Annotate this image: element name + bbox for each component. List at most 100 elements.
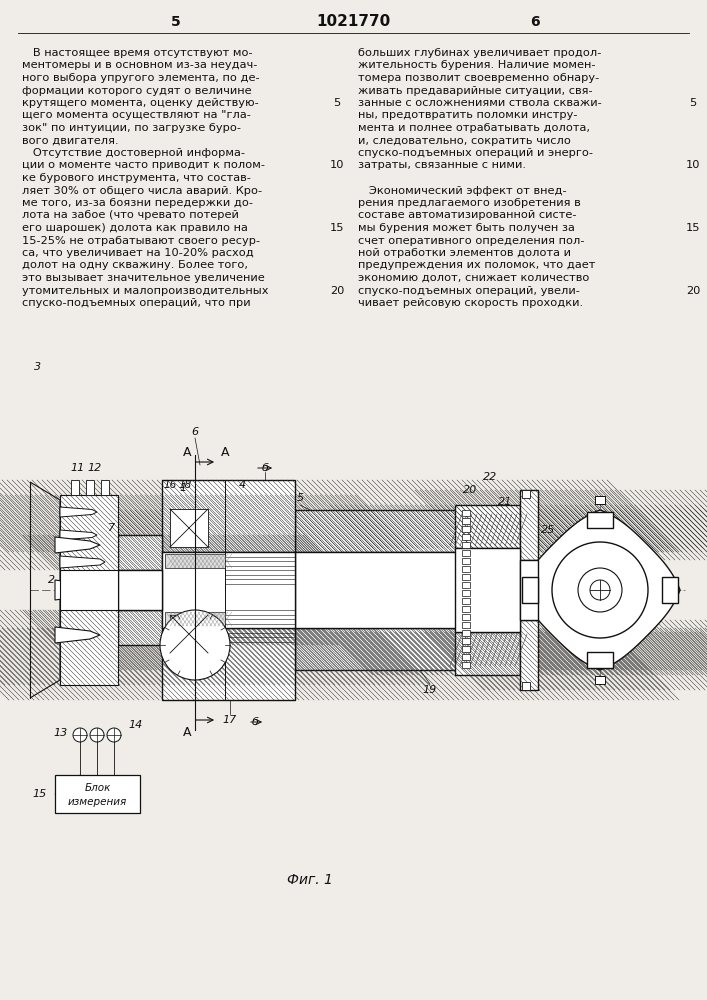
Bar [462, 558, 470, 564]
Text: мы бурения может быть получен за: мы бурения может быть получен за [358, 223, 575, 233]
Bar [170, 615, 208, 653]
Bar [55, 775, 140, 813]
Text: 2: 2 [49, 575, 56, 585]
Circle shape [578, 568, 622, 612]
Bar [460, 632, 530, 668]
Text: 15: 15 [33, 789, 47, 799]
Polygon shape [60, 530, 97, 540]
Bar [118, 535, 162, 570]
Text: 5: 5 [334, 98, 341, 108]
Bar [520, 560, 538, 620]
Text: крутящего момента, оценку действую-: крутящего момента, оценку действую- [22, 98, 259, 108]
Text: ментомеры и в основном из-за неудач-: ментомеры и в основном из-за неудач- [22, 60, 257, 70]
Text: лота на забое (что чревато потерей: лота на забое (что чревато потерей [22, 211, 239, 221]
Text: зок" по интуиции, по загрузке буро-: зок" по интуиции, по загрузке буро- [22, 123, 241, 133]
Text: щего момента осуществляют на "гла-: щего момента осуществляют на "гла- [22, 110, 251, 120]
Bar [462, 518, 470, 524]
Text: 5: 5 [296, 493, 303, 503]
Text: измерения: измерения [68, 797, 127, 807]
Text: рения предлагаемого изобретения в: рения предлагаемого изобретения в [358, 198, 580, 208]
Polygon shape [520, 510, 680, 670]
Text: чивает рейсовую скорость проходки.: чивает рейсовую скорость проходки. [358, 298, 583, 308]
Bar [587, 512, 613, 528]
Polygon shape [55, 537, 100, 553]
Polygon shape [55, 627, 100, 643]
Text: 10: 10 [329, 160, 344, 170]
Bar [662, 577, 679, 603]
Text: 15-25% не отрабатывают своего ресур-: 15-25% не отрабатывают своего ресур- [22, 235, 260, 245]
Bar [60, 495, 118, 685]
Bar [86, 480, 94, 495]
Polygon shape [60, 556, 105, 568]
Text: 23: 23 [556, 540, 570, 550]
Bar [462, 534, 470, 540]
Circle shape [107, 728, 121, 742]
Bar [295, 628, 462, 670]
Circle shape [552, 542, 648, 638]
Text: 11: 11 [71, 463, 85, 473]
Text: ной отработки элементов долота и: ной отработки элементов долота и [358, 248, 571, 258]
Text: 21: 21 [498, 497, 512, 507]
Text: живать предаварийные ситуации, свя-: живать предаварийные ситуации, свя- [358, 86, 592, 96]
Text: 10: 10 [686, 160, 700, 170]
Text: 20: 20 [463, 485, 477, 495]
Text: ного выбора упругого элемента, по де-: ного выбора упругого элемента, по де- [22, 73, 259, 83]
Text: формации которого судят о величине: формации которого судят о величине [22, 86, 252, 96]
Bar [455, 505, 520, 548]
Text: предупреждения их поломок, что дает: предупреждения их поломок, что дает [358, 260, 595, 270]
Bar [462, 566, 470, 572]
Bar [162, 628, 295, 700]
Text: б: б [262, 463, 269, 473]
Text: Блок: Блок [84, 783, 111, 793]
Bar [462, 526, 470, 532]
Text: мента и полнее отрабатывать долота,: мента и полнее отрабатывать долота, [358, 123, 590, 133]
Text: 18: 18 [178, 480, 192, 490]
Text: ме того, из-за боязни передержки до-: ме того, из-за боязни передержки до- [22, 198, 253, 208]
Bar [71, 480, 79, 495]
Text: ке бурового инструмента, что состав-: ке бурового инструмента, что состав- [22, 173, 251, 183]
Bar [162, 552, 295, 628]
Text: спуско-подъемных операций и энерго-: спуско-подъемных операций и энерго- [358, 148, 593, 158]
Text: 24: 24 [578, 557, 592, 567]
Polygon shape [55, 580, 100, 600]
Text: составе автоматизированной систе-: составе автоматизированной систе- [358, 211, 576, 221]
Circle shape [90, 728, 104, 742]
Bar [462, 590, 470, 596]
Text: 1021770: 1021770 [316, 14, 390, 29]
Text: 15: 15 [686, 223, 700, 233]
Text: 6: 6 [530, 15, 540, 29]
Bar [587, 652, 613, 668]
Circle shape [160, 610, 230, 680]
Text: 4: 4 [238, 480, 245, 490]
Bar [462, 662, 470, 668]
Text: б: б [252, 717, 259, 727]
Bar [522, 682, 530, 690]
Bar [522, 577, 537, 603]
Bar [462, 638, 470, 644]
Bar [462, 654, 470, 660]
Text: В настоящее время отсутствуют мо-: В настоящее время отсутствуют мо- [22, 48, 252, 58]
Bar [520, 620, 538, 690]
Text: 20: 20 [686, 286, 700, 296]
Bar [462, 542, 470, 548]
Text: 3: 3 [35, 362, 42, 372]
Text: спуско-подъемных операций, что при: спуско-подъемных операций, что при [22, 298, 250, 308]
Text: 16: 16 [163, 480, 177, 490]
Text: жительность бурения. Наличие момен-: жительность бурения. Наличие момен- [358, 60, 595, 70]
Bar [162, 480, 295, 552]
Bar [462, 598, 470, 604]
Text: 15: 15 [329, 223, 344, 233]
Text: томера позволит своевременно обнару-: томера позволит своевременно обнару- [358, 73, 600, 83]
Text: Экономический эффект от внед-: Экономический эффект от внед- [358, 186, 566, 196]
Bar [462, 622, 470, 628]
Text: его шарошек) долота как правило на: его шарошек) долота как правило на [22, 223, 248, 233]
Text: 5: 5 [689, 98, 696, 108]
Bar [460, 512, 530, 548]
Text: затраты, связанные с ними.: затраты, связанные с ними. [358, 160, 526, 170]
Text: счет оперативного определения пол-: счет оперативного определения пол- [358, 235, 585, 245]
Bar [60, 570, 118, 610]
Text: 13: 13 [54, 728, 68, 738]
Text: вого двигателя.: вого двигателя. [22, 135, 119, 145]
Text: А: А [182, 726, 192, 738]
Bar [295, 510, 462, 552]
